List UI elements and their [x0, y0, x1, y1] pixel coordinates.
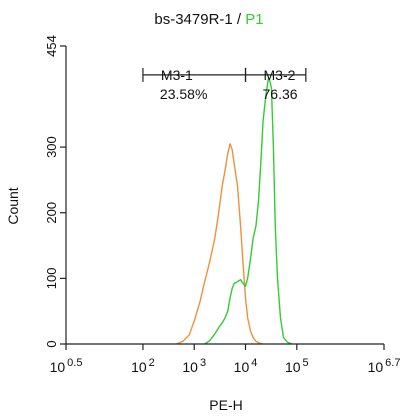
- gate-1-label: M3-1: [161, 67, 193, 83]
- y-axis-ticks: 0 100 200 300 454: [44, 35, 66, 348]
- chart-title-highlight: P1: [245, 11, 263, 28]
- gate-2-percent: 76.36: [263, 86, 298, 102]
- x-tick-label: 10 6.7: [368, 357, 400, 375]
- chart-title-prefix: bs-3479R-1 /: [154, 11, 245, 28]
- x-tick-label: 10 3: [182, 357, 206, 375]
- y-tick-label: 300: [44, 136, 59, 158]
- x-tick-label: 10 0.5: [50, 357, 83, 375]
- control-histogram-line: [176, 143, 264, 345]
- gate-2-label: M3-2: [264, 67, 296, 83]
- y-tick-label: 100: [44, 268, 59, 290]
- plot-area: [176, 77, 293, 345]
- x-axis-ticks: 10 0.5 10 2 10 3 10 4 10 5 10 6.7: [50, 344, 400, 375]
- x-tick-label: 10 5: [285, 357, 309, 375]
- y-tick-label: 0: [44, 340, 59, 347]
- x-tick-label: 10 2: [131, 357, 155, 375]
- x-axis-label: PE-H: [209, 397, 242, 413]
- y-tick-label: 200: [44, 202, 59, 224]
- gate-1-percent: 23.58%: [160, 86, 207, 102]
- y-axis-label: Count: [5, 187, 21, 224]
- sample-histogram-line: [204, 77, 293, 345]
- gate-markers: M3-1 23.58% M3-2 76.36: [142, 67, 307, 102]
- chart-title: bs-3479R-1 / P1: [154, 11, 263, 28]
- y-tick-label: 454: [44, 35, 59, 57]
- x-tick-label: 10 4: [234, 357, 258, 375]
